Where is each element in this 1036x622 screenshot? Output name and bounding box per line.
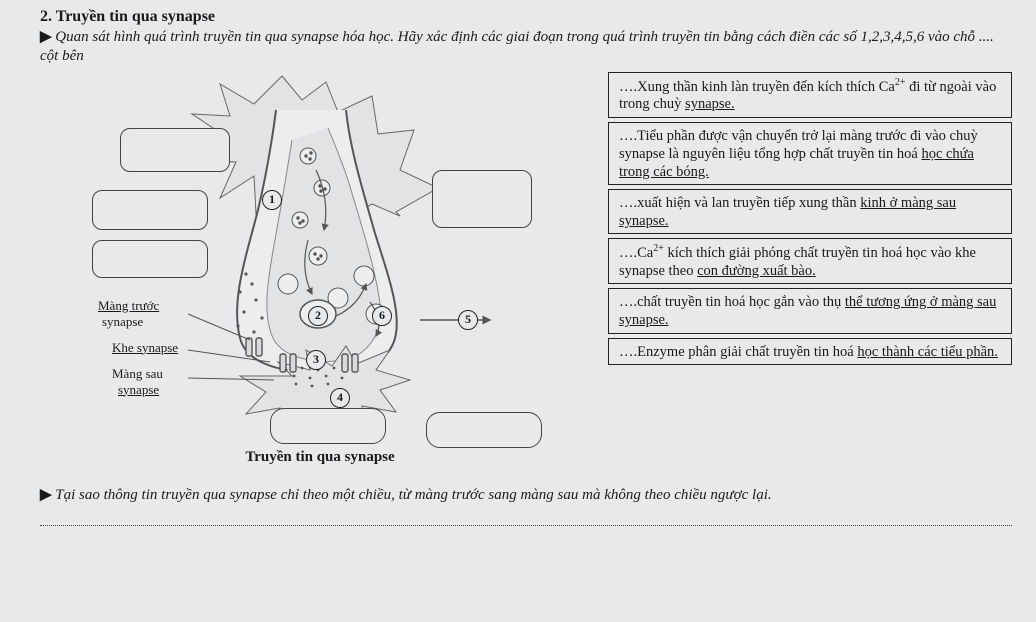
dotted-line <box>40 525 1012 526</box>
answer-box-4: ….Ca2+ kích thích giải phóng chất truyền… <box>608 238 1012 284</box>
main-row: Màng trước synapse Khe synapse Màng sau … <box>40 70 1012 470</box>
label-mang-sau-2: synapse <box>118 382 159 398</box>
num-6: 6 <box>372 306 392 326</box>
answer-box-6: ….Enzyme phân giải chất truyền tin hoá h… <box>608 338 1012 365</box>
label-box-3 <box>92 240 208 278</box>
label-box-4 <box>432 170 532 228</box>
num-4: 4 <box>330 388 350 408</box>
instruction-content: Quan sát hình quá trình truyền tin qua s… <box>40 29 994 64</box>
num-1: 1 <box>262 190 282 210</box>
label-mang-sau-1: Màng sau <box>112 366 163 382</box>
arrow-icon-2: ▶ <box>40 487 55 503</box>
answer-box-2: ….Tiểu phần được vận chuyển trở lại màng… <box>608 122 1012 185</box>
answer-box-5: ….chất truyền tin hoá học gắn vào thụ th… <box>608 288 1012 333</box>
answer-box-3: ….xuất hiện và lan truyền tiếp xung thần… <box>608 189 1012 234</box>
arrow-icon: ▶ <box>40 29 55 45</box>
num-2: 2 <box>308 306 328 326</box>
label-box-1 <box>120 128 230 172</box>
num-5: 5 <box>458 310 478 330</box>
bottom-question: ▶ Tại sao thông tin truyền qua synapse c… <box>40 486 1012 506</box>
label-mang-truoc-2: synapse <box>102 314 143 330</box>
answer-box-1: ….Xung thần kinh làn truyền đến kích thí… <box>608 72 1012 118</box>
num-3: 3 <box>306 350 326 370</box>
label-box-2 <box>92 190 208 230</box>
label-khe-synapse: Khe synapse <box>112 340 178 356</box>
synapse-diagram: Màng trước synapse Khe synapse Màng sau … <box>40 70 600 470</box>
answer-column: ….Xung thần kinh làn truyền đến kích thí… <box>608 70 1012 470</box>
label-mang-truoc-1: Màng trước <box>98 298 159 314</box>
label-box-5 <box>426 412 542 448</box>
section-title: 2. Truyền tin qua synapse <box>40 8 1012 26</box>
instruction-text: ▶ Quan sát hình quá trình truyền tin qua… <box>40 28 1012 66</box>
bottom-question-text: Tại sao thông tin truyền qua synapse chỉ… <box>55 487 771 503</box>
label-box-6 <box>270 408 386 444</box>
diagram-caption: Truyền tin qua synapse <box>40 449 600 466</box>
